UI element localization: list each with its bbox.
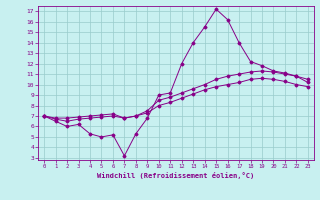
- X-axis label: Windchill (Refroidissement éolien,°C): Windchill (Refroidissement éolien,°C): [97, 172, 255, 179]
